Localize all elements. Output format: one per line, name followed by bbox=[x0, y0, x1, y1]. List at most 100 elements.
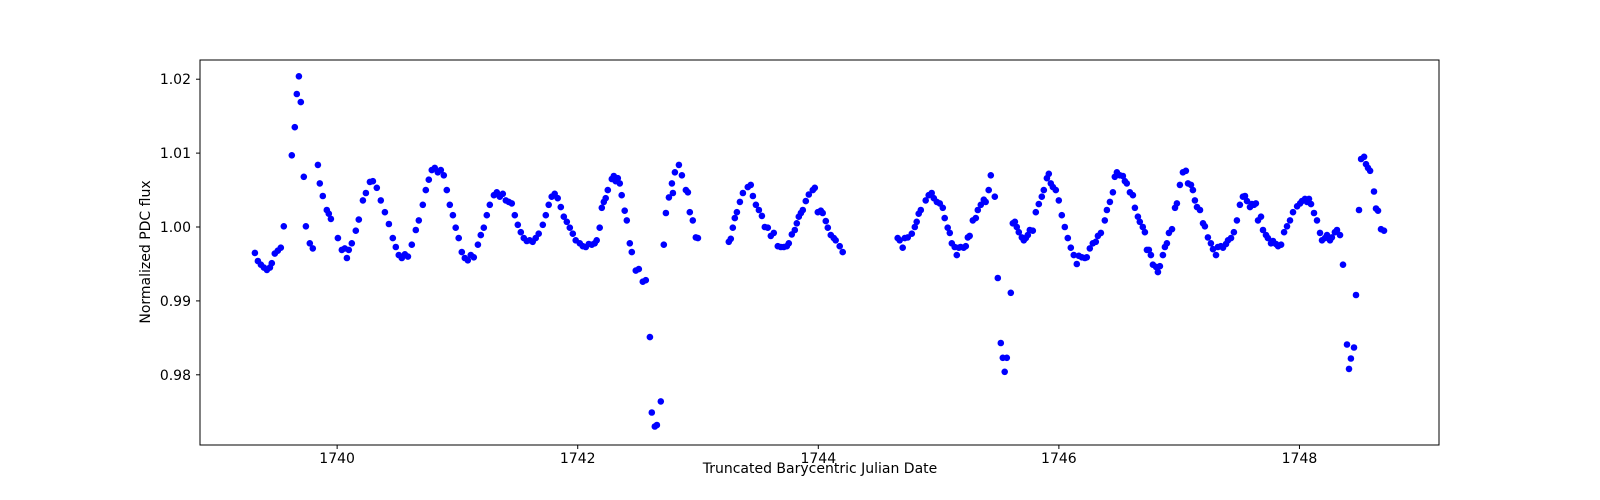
data-point bbox=[1119, 172, 1127, 180]
data-point bbox=[514, 221, 522, 229]
data-point bbox=[593, 237, 600, 244]
x-tick-label: 1740 bbox=[319, 451, 355, 467]
data-point bbox=[669, 189, 677, 197]
data-point bbox=[381, 208, 389, 216]
data-point bbox=[1243, 197, 1251, 205]
data-point bbox=[994, 274, 1002, 282]
data-point bbox=[1241, 192, 1249, 200]
data-point bbox=[1092, 238, 1100, 246]
data-point bbox=[908, 230, 916, 237]
data-point bbox=[1307, 200, 1315, 208]
data-point bbox=[470, 253, 478, 261]
data-point bbox=[443, 186, 451, 194]
data-point bbox=[327, 215, 335, 223]
data-point bbox=[1168, 225, 1176, 233]
data-point bbox=[1333, 226, 1341, 234]
data-point bbox=[1191, 197, 1199, 204]
data-point bbox=[602, 194, 609, 202]
data-point bbox=[1001, 368, 1008, 376]
data-point bbox=[440, 172, 448, 179]
data-point bbox=[727, 235, 735, 243]
data-point bbox=[805, 191, 813, 198]
data-point bbox=[974, 206, 982, 214]
data-point bbox=[648, 409, 656, 416]
data-point bbox=[653, 421, 661, 429]
data-point bbox=[334, 234, 342, 242]
data-point bbox=[545, 201, 552, 209]
data-point bbox=[739, 189, 747, 197]
x-tick-label: 1742 bbox=[560, 451, 596, 467]
data-point bbox=[1316, 229, 1324, 237]
data-point bbox=[362, 189, 370, 197]
data-point bbox=[1280, 228, 1288, 236]
data-point bbox=[1345, 365, 1353, 373]
data-point bbox=[928, 189, 935, 197]
data-point bbox=[977, 201, 985, 209]
y-tick-label: 0.99 bbox=[160, 294, 191, 310]
data-point bbox=[408, 241, 416, 248]
data-point bbox=[941, 214, 948, 222]
x-tick-label: 1746 bbox=[1041, 451, 1077, 467]
data-point bbox=[1139, 223, 1147, 231]
data-point bbox=[1286, 217, 1294, 224]
axis-ticks: 1740 1742 1744 1746 1748 0.98 0.99 1.00 1.01 1.02 bbox=[160, 72, 1317, 467]
data-point bbox=[1067, 244, 1075, 251]
data-point bbox=[377, 197, 385, 204]
data-point bbox=[480, 224, 488, 231]
data-point bbox=[665, 194, 673, 201]
data-point bbox=[946, 229, 954, 237]
data-point bbox=[752, 201, 760, 209]
data-point bbox=[419, 201, 427, 209]
data-point bbox=[657, 398, 665, 405]
data-point bbox=[616, 180, 624, 187]
data-point bbox=[678, 172, 686, 179]
data-point bbox=[486, 201, 494, 209]
data-point bbox=[997, 339, 1005, 347]
data-point bbox=[1154, 268, 1162, 276]
data-point bbox=[1352, 291, 1360, 299]
data-point bbox=[452, 224, 460, 231]
data-point bbox=[899, 244, 906, 251]
data-point bbox=[1360, 153, 1368, 161]
data-point bbox=[539, 221, 547, 229]
data-point bbox=[1366, 167, 1374, 175]
data-point bbox=[449, 211, 457, 219]
data-point bbox=[749, 192, 757, 200]
data-point bbox=[300, 173, 308, 181]
data-point bbox=[1252, 200, 1260, 207]
data-point bbox=[1380, 227, 1388, 234]
data-point bbox=[1015, 228, 1023, 236]
data-point bbox=[1259, 226, 1267, 234]
data-point bbox=[614, 174, 622, 182]
data-point bbox=[623, 217, 631, 224]
data-point bbox=[325, 210, 333, 217]
data-point bbox=[560, 213, 568, 220]
data-point bbox=[628, 248, 636, 256]
data-point bbox=[277, 244, 285, 251]
data-point bbox=[758, 212, 766, 220]
data-point bbox=[1310, 209, 1318, 217]
y-tick-label: 1.01 bbox=[160, 146, 191, 162]
data-point bbox=[464, 257, 472, 264]
data-point bbox=[474, 241, 482, 248]
data-point bbox=[1038, 193, 1046, 200]
data-point bbox=[1045, 170, 1053, 178]
data-point bbox=[554, 194, 561, 202]
data-point bbox=[1350, 344, 1358, 351]
data-point bbox=[499, 190, 507, 198]
data-point bbox=[839, 248, 846, 256]
data-point bbox=[1024, 231, 1032, 239]
data-point bbox=[1163, 240, 1171, 247]
data-point bbox=[1343, 341, 1351, 348]
data-point bbox=[415, 217, 423, 224]
data-point bbox=[425, 176, 433, 183]
data-point bbox=[1339, 261, 1347, 269]
data-point bbox=[675, 161, 683, 169]
data-point bbox=[1156, 262, 1164, 270]
data-point bbox=[662, 209, 670, 217]
data-point bbox=[1101, 217, 1109, 224]
data-point bbox=[604, 186, 612, 194]
data-point bbox=[1176, 181, 1184, 189]
data-point bbox=[566, 224, 574, 231]
data-point bbox=[404, 253, 412, 260]
